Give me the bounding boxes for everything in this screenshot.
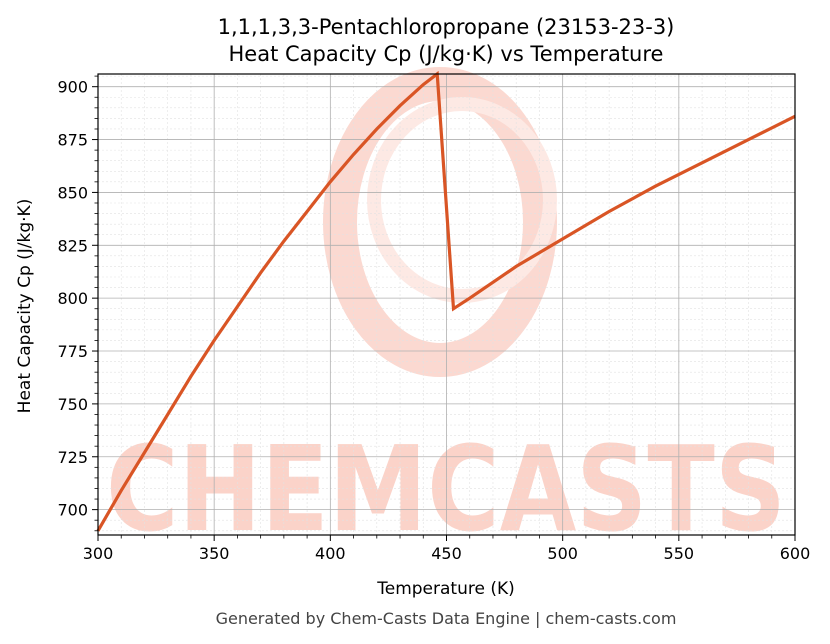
watermark: CHEMCASTS xyxy=(106,67,786,558)
x-tick-label: 350 xyxy=(199,544,230,563)
series-line-0 xyxy=(96,70,796,532)
y-tick-label: 775 xyxy=(57,342,88,361)
x-axis-label: Temperature (K) xyxy=(376,579,515,599)
x-tick-label: 400 xyxy=(315,544,346,563)
y-tick-label: 800 xyxy=(57,289,88,308)
y-tick-label: 850 xyxy=(57,183,88,202)
axis-ticks: 300 350 400 450 500 550 600 700 725 750 775 800 825 8… xyxy=(57,75,811,563)
y-axis-label: Heat Capacity Cp (J/kg·K) xyxy=(15,199,35,414)
y-tick-label: 825 xyxy=(57,236,88,255)
series-layer xyxy=(96,70,796,532)
watermark-logo xyxy=(323,67,557,377)
chart-title-line2: Heat Capacity Cp (J/kg·K) vs Temperature xyxy=(229,42,664,66)
y-tick-label: 750 xyxy=(57,395,88,414)
y-tick-label: 725 xyxy=(57,448,88,467)
y-tick-label: 875 xyxy=(57,131,88,150)
x-tick-label: 450 xyxy=(431,544,462,563)
chart-title-line1: 1,1,1,3,3-Pentachloropropane (23153-23-3… xyxy=(218,15,675,39)
y-tick-label: 700 xyxy=(57,501,88,520)
x-tick-label: 600 xyxy=(780,544,811,563)
y-tick-label: 900 xyxy=(57,78,88,97)
footer-credit: Generated by Chem-Casts Data Engine | ch… xyxy=(216,609,677,628)
x-tick-label: 300 xyxy=(83,544,114,563)
x-tick-label: 550 xyxy=(664,544,695,563)
x-tick-label: 500 xyxy=(547,544,578,563)
